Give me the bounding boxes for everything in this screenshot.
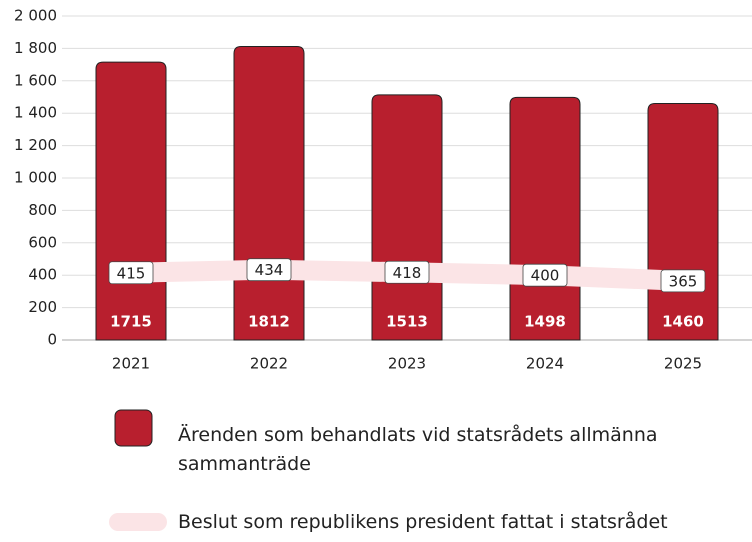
y-tick-label: 200 [28, 298, 57, 316]
value-label-box [522, 263, 568, 287]
line-value-label: 365 [669, 272, 698, 290]
bar-value-label: 1498 [524, 313, 566, 331]
bar [233, 45, 305, 341]
y-tick-label: 1 800 [14, 39, 57, 57]
y-tick-label: 1 600 [14, 71, 57, 89]
bar [371, 94, 443, 341]
x-tick-label: 2024 [526, 355, 564, 373]
bar [95, 61, 167, 341]
x-tick-label: 2023 [388, 355, 426, 373]
y-tick-label: 600 [28, 233, 57, 251]
legend-label: Beslut som republikens president fattat … [178, 511, 668, 533]
line-value-label: 415 [117, 264, 146, 282]
y-tick-label: 1 200 [14, 136, 57, 154]
y-tick-label: 400 [28, 266, 57, 284]
y-tick-label: 2 000 [14, 7, 57, 25]
value-label-box [108, 261, 154, 285]
y-tick-label: 800 [28, 201, 57, 219]
value-label-box [384, 260, 430, 284]
bar [647, 102, 719, 341]
bar-value-label: 1812 [248, 313, 290, 331]
bar [509, 96, 581, 341]
x-tick-label: 2022 [250, 355, 288, 373]
value-label-box [660, 269, 706, 293]
bar-value-label: 1460 [662, 313, 704, 331]
line-value-label: 400 [531, 267, 560, 285]
legend-swatch [114, 409, 153, 447]
y-tick-label: 1 400 [14, 104, 57, 122]
value-label-box [246, 258, 292, 282]
line-value-label: 418 [393, 264, 422, 282]
y-tick-label: 1 000 [14, 169, 57, 187]
bar-value-label: 1513 [386, 313, 428, 331]
y-tick-label: 0 [47, 331, 57, 349]
x-tick-label: 2025 [664, 355, 702, 373]
bar-value-label: 1715 [110, 313, 152, 331]
line-value-label: 434 [255, 261, 284, 279]
x-tick-label: 2021 [112, 355, 150, 373]
legend-label: Ärenden som behandlats vid statsrådets a… [178, 424, 658, 475]
